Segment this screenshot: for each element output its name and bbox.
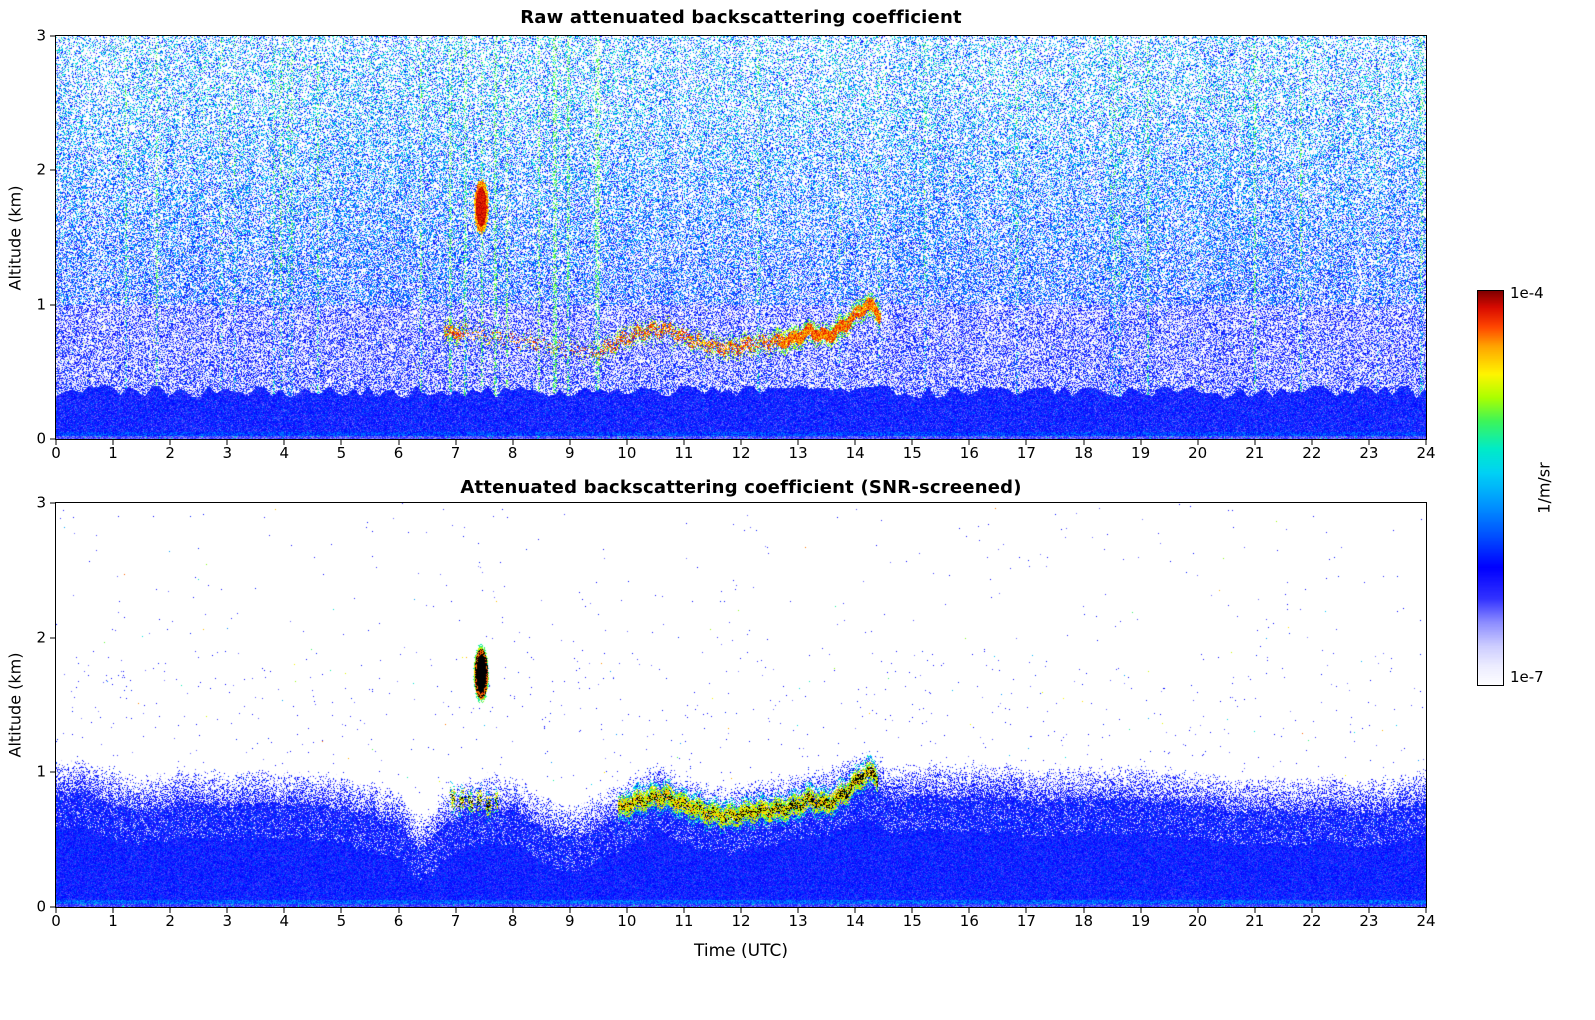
x-tick-label: 19 — [1131, 446, 1150, 461]
x-tick-label: 16 — [960, 914, 979, 929]
x-tick-label: 13 — [789, 446, 808, 461]
x-tick-label: 14 — [846, 914, 865, 929]
x-tick-label: 12 — [731, 914, 750, 929]
y-tick-label: 3 — [36, 29, 46, 44]
y-tick-mark — [50, 772, 56, 773]
x-tick-label: 7 — [451, 446, 461, 461]
y-tick-mark — [50, 637, 56, 638]
x-tick-label: 4 — [280, 446, 290, 461]
x-tick-label: 13 — [789, 914, 808, 929]
x-tick-label: 8 — [508, 446, 518, 461]
x-tick-label: 17 — [1017, 914, 1036, 929]
y-tick-mark — [50, 304, 56, 305]
x-tick-label: 11 — [674, 914, 693, 929]
x-tick-label: 3 — [222, 914, 232, 929]
top-ylabel: Altitude (km) — [6, 186, 25, 291]
top-heatmap-canvas — [56, 36, 1426, 439]
x-tick-label: 15 — [903, 446, 922, 461]
figure: Raw attenuated backscattering coefficien… — [0, 0, 1595, 1020]
bottom-ylabel: Altitude (km) — [6, 653, 25, 758]
x-tick-label: 0 — [51, 446, 61, 461]
x-tick-label: 21 — [1245, 914, 1264, 929]
y-tick-label: 0 — [36, 900, 46, 915]
y-tick-mark — [50, 36, 56, 37]
x-tick-label: 23 — [1359, 914, 1378, 929]
x-tick-label: 7 — [451, 914, 461, 929]
x-tick-label: 2 — [165, 446, 175, 461]
x-tick-label: 18 — [1074, 446, 1093, 461]
x-tick-label: 12 — [731, 446, 750, 461]
x-tick-label: 17 — [1017, 446, 1036, 461]
x-tick-label: 19 — [1131, 914, 1150, 929]
x-tick-label: 5 — [337, 914, 347, 929]
bottom-panel-title: Attenuated backscattering coefficient (S… — [55, 477, 1427, 498]
x-tick-label: 22 — [1302, 446, 1321, 461]
x-tick-label: 10 — [617, 914, 636, 929]
bottom-plot: 0123456789101112131415161718192021222324… — [55, 502, 1427, 908]
x-tick-label: 14 — [846, 446, 865, 461]
top-plot: 0123456789101112131415161718192021222324… — [55, 35, 1427, 440]
x-tick-label: 24 — [1416, 914, 1435, 929]
colorbar-canvas — [1478, 291, 1503, 685]
y-tick-mark — [50, 439, 56, 440]
x-tick-label: 10 — [617, 446, 636, 461]
y-tick-label: 2 — [36, 630, 46, 645]
x-tick-label: 22 — [1302, 914, 1321, 929]
y-tick-label: 1 — [36, 765, 46, 780]
top-panel-title: Raw attenuated backscattering coefficien… — [55, 7, 1427, 28]
colorbar — [1477, 290, 1504, 686]
x-tick-label: 15 — [903, 914, 922, 929]
x-tick-label: 1 — [108, 446, 118, 461]
x-tick-label: 18 — [1074, 914, 1093, 929]
x-tick-label: 4 — [280, 914, 290, 929]
y-tick-label: 2 — [36, 163, 46, 178]
x-tick-label: 20 — [1188, 914, 1207, 929]
x-tick-label: 5 — [337, 446, 347, 461]
x-tick-label: 24 — [1416, 446, 1435, 461]
y-tick-mark — [50, 907, 56, 908]
x-tick-label: 6 — [394, 446, 404, 461]
y-tick-label: 0 — [36, 432, 46, 447]
x-tick-label: 21 — [1245, 446, 1264, 461]
x-tick-label: 20 — [1188, 446, 1207, 461]
x-tick-label: 23 — [1359, 446, 1378, 461]
colorbar-max-label: 1e-4 — [1510, 284, 1544, 302]
y-tick-label: 3 — [36, 496, 46, 511]
colorbar-min-label: 1e-7 — [1510, 668, 1544, 686]
x-tick-label: 1 — [108, 914, 118, 929]
x-tick-label: 2 — [165, 914, 175, 929]
x-tick-label: 6 — [394, 914, 404, 929]
y-tick-label: 1 — [36, 297, 46, 312]
colorbar-unit-label: 1/m/sr — [1535, 462, 1554, 513]
x-tick-label: 9 — [565, 446, 575, 461]
x-tick-label: 3 — [222, 446, 232, 461]
x-tick-label: 8 — [508, 914, 518, 929]
y-tick-mark — [50, 170, 56, 171]
x-tick-label: 16 — [960, 446, 979, 461]
x-tick-label: 0 — [51, 914, 61, 929]
y-tick-mark — [50, 503, 56, 504]
x-tick-label: 11 — [674, 446, 693, 461]
bottom-heatmap-canvas — [56, 503, 1426, 907]
x-tick-label: 9 — [565, 914, 575, 929]
xaxis-label: Time (UTC) — [55, 941, 1427, 961]
